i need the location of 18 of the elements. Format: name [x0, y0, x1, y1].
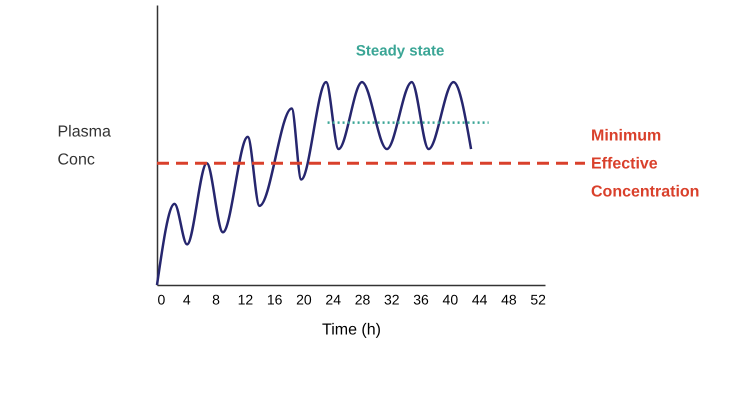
y-axis-title: Plasma Conc	[58, 124, 111, 168]
x-tick-label: 4	[182, 292, 191, 308]
x-tick-label: 48	[501, 292, 517, 308]
x-tick-label: 32	[384, 292, 400, 308]
x-tick-label: 16	[266, 292, 283, 308]
x-tick-label: 36	[413, 292, 430, 308]
x-tick-label: 8	[212, 292, 220, 308]
x-tick-label: 40	[442, 292, 458, 308]
x-tick-label: 0	[158, 292, 166, 308]
x-tick-label: 12	[238, 292, 254, 308]
ref-line-label: Minimum Effective Concentration	[591, 127, 700, 200]
x-tick-label: 20	[296, 292, 312, 308]
x-tick-label: 52	[530, 292, 546, 308]
x-tick-label: 44	[472, 292, 488, 308]
text: Steady state	[356, 42, 444, 60]
x-axis-title: Time (h)	[322, 322, 381, 338]
x-tick-label: 28	[354, 292, 370, 308]
x-tick-label: 24	[325, 292, 342, 308]
